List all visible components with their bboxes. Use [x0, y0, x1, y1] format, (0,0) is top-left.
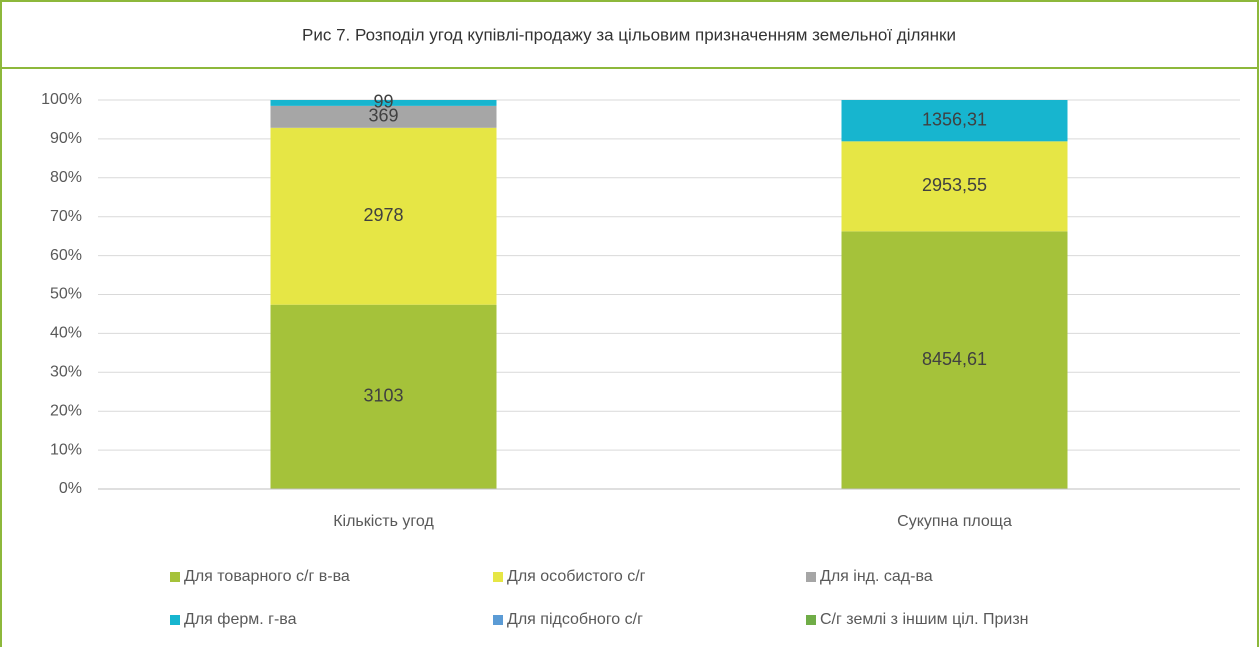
legend-label: Для інд. сад-ва — [820, 568, 933, 585]
legend-label: Для товарного с/г в-ва — [184, 568, 350, 585]
legend-swatch — [806, 615, 816, 625]
bar-segment — [270, 127, 497, 305]
legend-swatch — [170, 615, 180, 625]
legend-label: С/г землі з іншим ціл. Призн — [820, 611, 1029, 628]
data-label: 1356,31 — [922, 109, 987, 129]
legend-label: Для ферм. г-ва — [184, 611, 297, 628]
chart-title: Рис 7. Розподіл угод купівлі-продажу за … — [302, 25, 956, 44]
data-label: 2978 — [363, 205, 403, 225]
x-tick-label: Кількість угод — [333, 513, 434, 530]
x-tick-label: Сукупна площа — [897, 513, 1012, 530]
legend-label: Для підсобного с/г — [507, 611, 643, 628]
y-tick-label: 50% — [50, 286, 82, 303]
bar-segment — [270, 304, 497, 489]
legend-swatch — [493, 572, 503, 582]
bar-segment — [841, 100, 1068, 142]
y-tick-label: 60% — [50, 247, 82, 264]
data-label: 2953,55 — [922, 175, 987, 195]
legend-swatch — [493, 615, 503, 625]
y-tick-label: 0% — [59, 480, 82, 497]
y-tick-label: 70% — [50, 208, 82, 225]
y-tick-label: 10% — [50, 441, 82, 458]
y-tick-label: 30% — [50, 364, 82, 381]
legend-label: Для особистого с/г — [507, 568, 646, 585]
legend-swatch — [806, 572, 816, 582]
data-label: 369 — [368, 106, 398, 126]
data-label: 3103 — [363, 386, 403, 406]
data-label: 8454,61 — [922, 349, 987, 369]
bar-segment — [270, 105, 497, 128]
y-tick-label: 20% — [50, 402, 82, 419]
y-tick-label: 90% — [50, 130, 82, 147]
bar-segment — [270, 100, 497, 106]
y-tick-label: 80% — [50, 169, 82, 186]
y-tick-label: 100% — [41, 91, 82, 108]
y-tick-label: 40% — [50, 325, 82, 342]
data-label: 99 — [373, 92, 393, 112]
legend-swatch — [170, 572, 180, 582]
bar-segment — [841, 231, 1068, 489]
bar-segment — [841, 141, 1068, 232]
